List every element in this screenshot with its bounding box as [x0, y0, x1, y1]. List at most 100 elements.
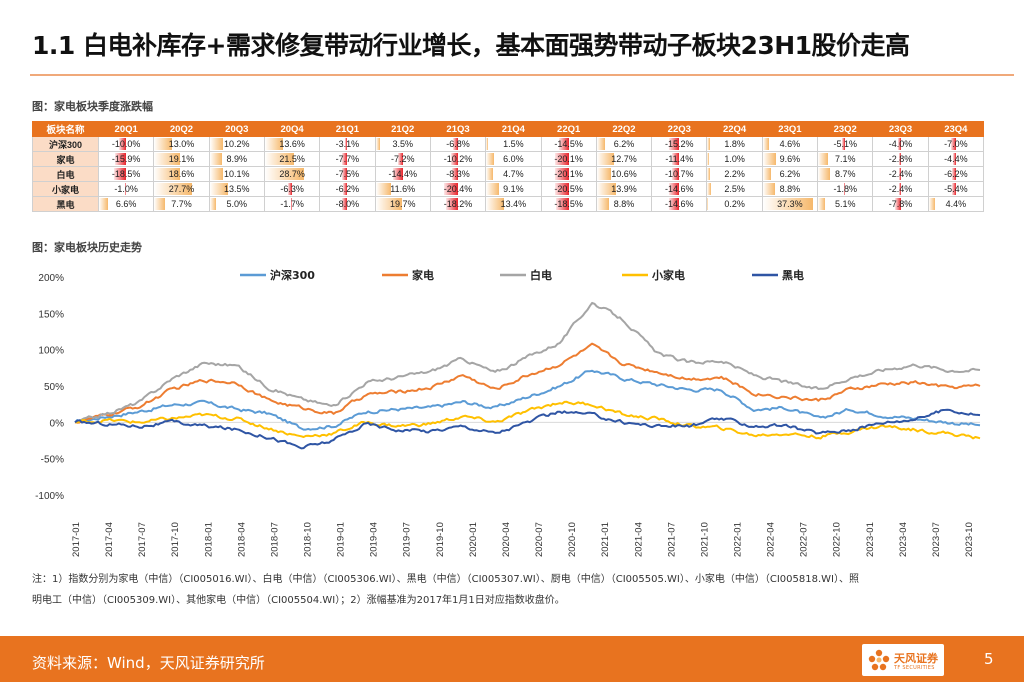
y-tick-label: 200%: [38, 273, 64, 284]
value-text: 7.1%: [834, 154, 856, 164]
value-databar: [555, 153, 569, 165]
value-databar: [597, 198, 609, 210]
value-text: 6.0%: [503, 154, 524, 164]
table-caption: 图：家电板块季度涨跌幅: [32, 100, 153, 113]
value-cell: 11.6%: [374, 181, 431, 197]
value-cell: -14.5%: [540, 136, 597, 152]
x-tick-label: 2017-10: [170, 522, 181, 557]
row-name: 白电: [32, 166, 99, 182]
x-tick-label: 2020-07: [534, 522, 545, 557]
value-databar: [558, 138, 569, 150]
value-databar: [342, 168, 348, 180]
value-databar: [763, 183, 775, 195]
value-cell: 6.2%: [595, 136, 653, 152]
value-text: 10.1%: [224, 169, 250, 179]
value-text: -7.2%: [390, 154, 415, 164]
value-databar: [210, 138, 224, 150]
value-text: 4.4%: [945, 199, 967, 209]
series-line-2: [74, 301, 981, 424]
y-tick-label: 50%: [44, 382, 64, 393]
logo-text: 天风证券: [894, 652, 938, 665]
legend-label: 小家电: [651, 268, 685, 282]
value-databar: [397, 153, 403, 165]
legend-label: 家电: [412, 268, 434, 282]
value-cell: -10.7%: [651, 166, 708, 182]
value-cell: -2.4%: [872, 181, 929, 197]
series-line-3: [75, 400, 981, 440]
value-databar: [668, 138, 680, 150]
value-databar: [342, 153, 348, 165]
company-logo: [862, 644, 944, 676]
quarter-header: 23Q1: [761, 121, 819, 137]
value-databar: [154, 198, 165, 210]
y-tick-label: 0%: [50, 418, 65, 429]
value-text: 1.0%: [724, 154, 745, 164]
value-cell: 10.6%: [595, 166, 653, 182]
value-text: -14.6%: [665, 184, 694, 194]
x-tick-label: 2021-04: [633, 522, 644, 557]
value-text: -15.9%: [111, 154, 141, 164]
value-text: -3.1%: [335, 139, 360, 149]
value-text: -8.3%: [446, 169, 470, 179]
value-databar: [707, 183, 711, 195]
logo-flower-icon: [868, 649, 890, 671]
row-name: 家电: [32, 151, 99, 167]
value-cell: -18.2%: [429, 196, 487, 212]
series-line-1: [74, 342, 981, 424]
x-tick-label: 2017-07: [137, 522, 148, 557]
value-text: -20.1%: [554, 154, 583, 164]
value-text: 21.5%: [279, 154, 305, 164]
value-text: -4.0%: [888, 139, 913, 149]
value-cell: -7.0%: [927, 136, 985, 152]
y-tick-label: 150%: [38, 309, 64, 320]
value-text: -20.5%: [554, 184, 583, 194]
value-cell: 7.7%: [153, 196, 210, 212]
value-databar: [486, 183, 499, 195]
value-text: 10.2%: [224, 139, 250, 149]
value-databar: [818, 168, 830, 180]
value-text: -7.5%: [335, 169, 360, 179]
value-databar: [210, 198, 217, 210]
value-text: -18.2%: [443, 199, 473, 209]
value-text: 8.8%: [779, 184, 801, 194]
value-cell: -15.9%: [97, 151, 155, 167]
x-tick-label: 2018-07: [269, 522, 280, 557]
quarter-header: 22Q3: [651, 121, 708, 137]
value-cell: 9.6%: [761, 151, 819, 167]
value-cell: -11.4%: [651, 151, 708, 167]
value-text: 4.7%: [503, 169, 524, 179]
value-cell: 13.5%: [208, 181, 265, 197]
value-cell: 5.0%: [208, 196, 265, 212]
table-row: 黑电 6.6% 7.7% 5.0% -1.7% -8.0% 19.7% -18.2% 13.4%…: [32, 196, 985, 212]
value-text: -20.4%: [443, 184, 473, 194]
value-databar: [343, 183, 348, 195]
row-name: 小家电: [32, 181, 99, 197]
value-text: 12.7%: [611, 154, 637, 164]
value-databar: [486, 153, 495, 165]
value-databar: [154, 183, 192, 195]
value-text: 10.6%: [611, 169, 637, 179]
value-text: 18.6%: [168, 169, 195, 179]
value-text: 6.2%: [779, 169, 801, 179]
value-databar: [265, 168, 304, 180]
value-text: 3.5%: [392, 139, 413, 149]
value-text: 1.5%: [503, 139, 524, 149]
value-cell: 28.7%: [263, 166, 321, 182]
value-text: 2.5%: [724, 184, 745, 194]
table-header-row: 板块名称 20Q1 20Q2 20Q3 20Q4 21Q1 21Q2 21Q3 21Q4 22Q…: [32, 121, 985, 137]
table-corner-header: 板块名称: [32, 121, 99, 137]
value-cell: -6.8%: [429, 136, 487, 152]
row-name: 黑电: [32, 196, 99, 212]
value-cell: 13.4%: [485, 196, 542, 212]
value-databar: [554, 183, 569, 195]
value-cell: 2.2%: [706, 166, 763, 182]
value-databar: [707, 153, 709, 165]
value-text: -18.5%: [111, 169, 141, 179]
quarter-header: 21Q2: [374, 121, 431, 137]
x-tick-label: 2018-10: [303, 522, 314, 557]
value-cell: -7.2%: [374, 151, 431, 167]
y-tick-label: 100%: [38, 346, 64, 357]
value-databar: [345, 138, 348, 150]
quarter-header: 20Q3: [208, 121, 265, 137]
value-cell: 21.5%: [263, 151, 321, 167]
